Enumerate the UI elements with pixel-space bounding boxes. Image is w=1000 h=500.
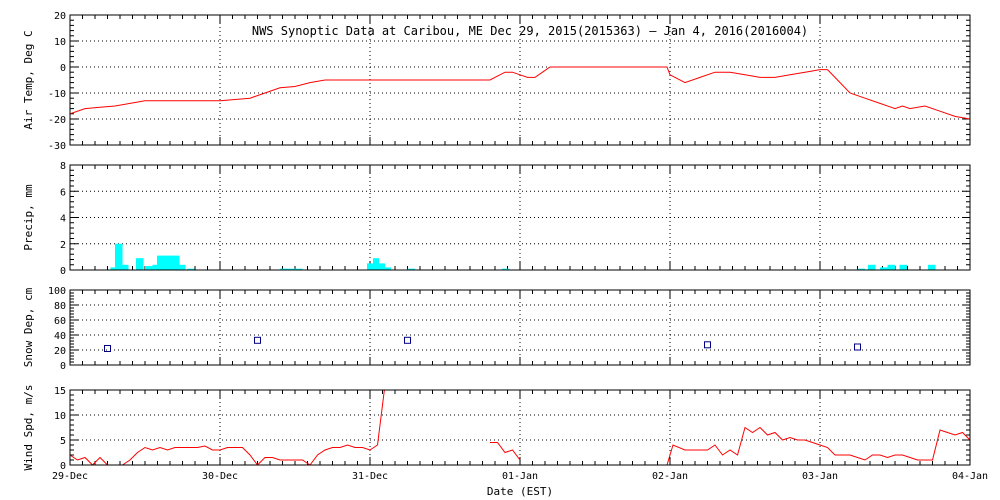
y-axis-label: Wind Spd, m/s [22, 384, 35, 470]
x-tick-label: 30-Dec [202, 471, 238, 482]
precip-bar [187, 268, 195, 270]
snow-depth-marker [104, 345, 111, 352]
precip-bar [121, 264, 129, 270]
y-tick-label: 15 [54, 386, 66, 397]
precip-bar [502, 268, 510, 270]
y-tick-label: 0 [60, 266, 66, 277]
precip-bar [110, 267, 118, 270]
wind-speed-line [70, 390, 385, 465]
precip-bar [178, 264, 186, 270]
y-axis-label: Precip, mm [22, 184, 35, 251]
x-tick-label: 02-Jan [652, 471, 688, 482]
precip-bar [295, 268, 303, 270]
precip-bar [287, 268, 295, 270]
panel-1: -30 -20 -10 0 10 20 Air Temp, Deg C [22, 11, 971, 152]
chart-panels: -30 -20 -10 0 10 20 Air Temp, Deg C 0 2 4 6 8 Precip… [22, 11, 988, 498]
precip-bar [157, 255, 165, 270]
y-tick-label: 2 [60, 240, 66, 251]
plot-area [104, 336, 861, 352]
wind-speed-line [666, 426, 970, 465]
snow-depth-marker [854, 343, 861, 351]
x-tick-label: 04-Jan [952, 471, 988, 482]
precip-bar [880, 267, 888, 270]
snow-depth-marker [404, 336, 411, 344]
plot-area [70, 390, 970, 465]
y-tick-label: 6 [60, 187, 66, 198]
y-axis-label: Air Temp, Deg C [22, 30, 35, 129]
y-tick-label: 4 [60, 214, 66, 225]
plot-area [110, 243, 936, 270]
panel-frame [69, 164, 971, 271]
precip-bar [367, 263, 373, 270]
snow-depth-marker [254, 336, 261, 344]
y-tick-label: 5 [60, 436, 66, 447]
y-tick-label: -20 [48, 115, 66, 126]
x-tick-label: 01-Jan [502, 471, 538, 482]
y-tick-label: -10 [48, 89, 66, 100]
precip-bar [379, 263, 385, 270]
y-tick-label: 80 [54, 301, 66, 312]
y-tick-label: 40 [54, 331, 66, 342]
precip-bar [868, 264, 876, 270]
precip-bar [164, 255, 172, 270]
y-tick-label: 20 [54, 346, 66, 357]
precip-bar [115, 243, 123, 270]
precip-bar [145, 266, 153, 270]
y-tick-label: 60 [54, 316, 66, 327]
panel-3: 0 20 40 60 80 100 Snow Dep, cm [22, 286, 971, 372]
y-tick-label: 100 [48, 286, 66, 297]
precip-bar [899, 264, 907, 270]
x-tick-label: 03-Jan [802, 471, 838, 482]
temperature-line [70, 66, 970, 120]
wind-speed-line [490, 442, 521, 461]
y-tick-label: 8 [60, 161, 66, 172]
plot-area [70, 66, 970, 120]
y-tick-label: 0 [60, 461, 66, 472]
y-axis-label: Snow Dep, cm [22, 287, 35, 367]
y-tick-label: 0 [60, 361, 66, 372]
panel-2: 0 2 4 6 8 Precip, mm [22, 161, 971, 277]
y-tick-label: 10 [54, 411, 66, 422]
precip-bar [407, 268, 415, 270]
precip-bar [887, 264, 895, 270]
snow-depth-marker [704, 341, 711, 349]
precip-bar [280, 268, 288, 270]
precip-bar [172, 255, 180, 270]
y-tick-label: 0 [60, 63, 66, 74]
chart-title: NWS Synoptic Data at Caribou, ME Dec 29,… [252, 24, 808, 38]
y-tick-label: -30 [48, 141, 66, 152]
y-tick-label: 20 [54, 11, 66, 22]
x-axis-label: Date (EST) [487, 485, 553, 498]
panel-4: 0 5 10 15 Wind Spd, m/s 29-Dec 30-Dec 31-Dec 01-… [22, 384, 988, 498]
precip-bar [136, 258, 144, 270]
x-tick-label: 29-Dec [52, 471, 88, 482]
panel-frame [69, 389, 971, 466]
precip-bar [385, 267, 391, 270]
precip-bar [373, 258, 379, 270]
precip-bar [152, 264, 160, 270]
panel-frame [69, 14, 971, 146]
precip-bar [928, 264, 936, 270]
x-tick-label: 31-Dec [352, 471, 388, 482]
precip-bar [857, 268, 865, 270]
panel-frame [69, 289, 971, 366]
y-tick-label: 10 [54, 37, 66, 48]
